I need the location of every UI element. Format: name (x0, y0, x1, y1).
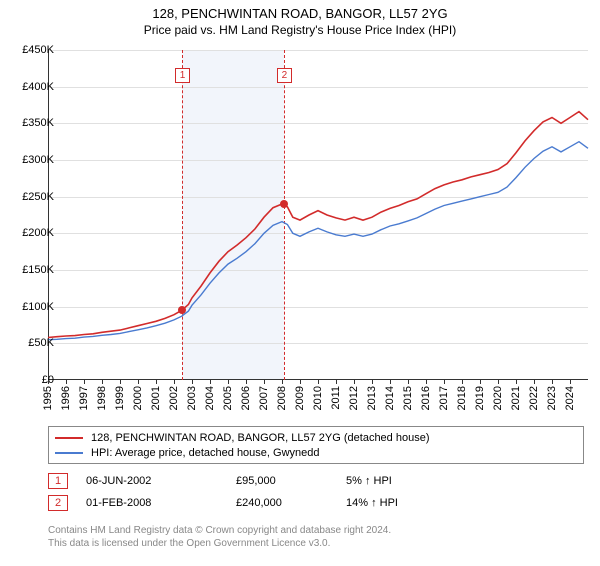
sale-row: 1 06-JUN-2002£95,0005% ↑ HPI (48, 470, 584, 492)
x-tick-mark (300, 380, 301, 384)
footer-attribution: Contains HM Land Registry data © Crown c… (48, 524, 391, 550)
y-tick-label: £50K (28, 337, 54, 349)
chart-area: 12 (48, 50, 588, 380)
x-tick-label: 2013 (366, 386, 378, 410)
x-tick-mark (336, 380, 337, 384)
x-tick-mark (372, 380, 373, 384)
chart-container: 128, PENCHWINTAN ROAD, BANGOR, LL57 2YG … (0, 6, 600, 566)
x-tick-mark (498, 380, 499, 384)
x-tick-mark (354, 380, 355, 384)
x-tick-label: 2019 (474, 386, 486, 410)
x-tick-label: 2017 (438, 386, 450, 410)
x-tick-mark (246, 380, 247, 384)
x-tick-mark (318, 380, 319, 384)
x-tick-mark (174, 380, 175, 384)
legend-row: 128, PENCHWINTAN ROAD, BANGOR, LL57 2YG … (55, 430, 577, 445)
x-tick-mark (228, 380, 229, 384)
x-tick-mark (48, 380, 49, 384)
legend-label: HPI: Average price, detached house, Gwyn… (91, 447, 320, 459)
footer-line-2: This data is licensed under the Open Gov… (48, 537, 391, 550)
x-tick-mark (534, 380, 535, 384)
x-tick-mark (516, 380, 517, 384)
x-tick-mark (192, 380, 193, 384)
sale-hpi: 5% ↑ HPI (346, 475, 392, 487)
sale-date: 06-JUN-2002 (86, 475, 236, 487)
x-tick-label: 2002 (168, 386, 180, 410)
legend-box: 128, PENCHWINTAN ROAD, BANGOR, LL57 2YG … (48, 426, 584, 464)
x-tick-mark (84, 380, 85, 384)
sale-index: 2 (48, 495, 68, 511)
y-tick-label: £100K (22, 301, 54, 313)
x-tick-label: 2005 (222, 386, 234, 410)
x-tick-label: 2020 (492, 386, 504, 410)
x-tick-mark (138, 380, 139, 384)
x-tick-label: 2023 (546, 386, 558, 410)
sale-price: £240,000 (236, 497, 346, 509)
x-tick-label: 2008 (276, 386, 288, 410)
x-tick-label: 2016 (420, 386, 432, 410)
legend-swatch (55, 452, 83, 454)
x-tick-mark (264, 380, 265, 384)
x-tick-label: 2003 (186, 386, 198, 410)
x-tick-mark (552, 380, 553, 384)
x-tick-mark (66, 380, 67, 384)
x-tick-label: 2014 (384, 386, 396, 410)
x-tick-label: 2015 (402, 386, 414, 410)
x-tick-mark (570, 380, 571, 384)
y-tick-label: £450K (22, 44, 54, 56)
x-tick-label: 2011 (330, 386, 342, 410)
y-tick-label: £250K (22, 191, 54, 203)
x-tick-mark (480, 380, 481, 384)
x-tick-label: 2006 (240, 386, 252, 410)
x-tick-mark (282, 380, 283, 384)
x-tick-label: 2004 (204, 386, 216, 410)
x-tick-label: 2009 (294, 386, 306, 410)
sale-price: £95,000 (236, 475, 346, 487)
x-tick-mark (444, 380, 445, 384)
sale-hpi: 14% ↑ HPI (346, 497, 398, 509)
footer-line-1: Contains HM Land Registry data © Crown c… (48, 524, 391, 537)
x-tick-mark (462, 380, 463, 384)
x-tick-label: 2018 (456, 386, 468, 410)
sales-table: 1 06-JUN-2002£95,0005% ↑ HPI 2 01-FEB-2008£… (48, 470, 584, 514)
x-tick-mark (408, 380, 409, 384)
y-tick-label: £200K (22, 227, 54, 239)
x-tick-label: 2021 (510, 386, 522, 410)
legend-row: HPI: Average price, detached house, Gwyn… (55, 445, 577, 460)
x-tick-label: 1995 (42, 386, 54, 410)
chart-subtitle: Price paid vs. HM Land Registry's House … (0, 23, 600, 37)
legend-swatch (55, 437, 83, 439)
x-tick-label: 2001 (150, 386, 162, 410)
x-tick-label: 2024 (564, 386, 576, 410)
x-tick-label: 1996 (60, 386, 72, 410)
x-tick-label: 2022 (528, 386, 540, 410)
x-tick-mark (102, 380, 103, 384)
y-tick-label: £150K (22, 264, 54, 276)
x-tick-label: 2010 (312, 386, 324, 410)
series-line (48, 142, 588, 340)
y-tick-label: £350K (22, 117, 54, 129)
y-tick-label: £400K (22, 81, 54, 93)
x-tick-mark (210, 380, 211, 384)
x-tick-mark (390, 380, 391, 384)
y-tick-label: £300K (22, 154, 54, 166)
x-tick-label: 1997 (78, 386, 90, 410)
sale-index: 1 (48, 473, 68, 489)
x-tick-mark (156, 380, 157, 384)
x-tick-label: 1999 (114, 386, 126, 410)
x-tick-label: 2007 (258, 386, 270, 410)
x-tick-label: 2012 (348, 386, 360, 410)
x-tick-mark (120, 380, 121, 384)
sale-row: 2 01-FEB-2008£240,00014% ↑ HPI (48, 492, 584, 514)
x-tick-mark (426, 380, 427, 384)
legend-label: 128, PENCHWINTAN ROAD, BANGOR, LL57 2YG … (91, 432, 429, 444)
x-tick-label: 1998 (96, 386, 108, 410)
line-svg (48, 50, 588, 380)
x-tick-label: 2000 (132, 386, 144, 410)
chart-title: 128, PENCHWINTAN ROAD, BANGOR, LL57 2YG (0, 6, 600, 21)
sale-date: 01-FEB-2008 (86, 497, 236, 509)
series-line (48, 112, 588, 338)
